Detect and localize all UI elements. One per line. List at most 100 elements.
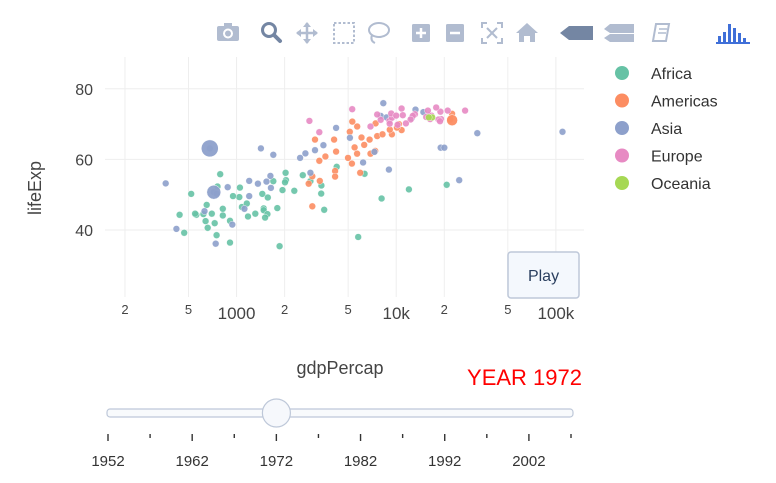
hover-closest-icon[interactable]: Show closest data on hover: [560, 26, 593, 40]
data-point-asia: [558, 128, 567, 136]
data-point-asia: [379, 99, 387, 107]
play-button[interactable]: Play: [507, 251, 580, 299]
data-point-africa: [276, 242, 284, 250]
data-point-asia: [245, 192, 253, 200]
edit-chart-icon[interactable]: Edit in Chart Studio: [651, 23, 671, 42]
data-point-asia: [240, 205, 249, 213]
camera-icon[interactable]: Download plot as a png: [217, 23, 239, 41]
data-point-americas: [360, 141, 368, 149]
slider-ticks: [107, 434, 572, 441]
data-point-africa: [405, 185, 413, 194]
play-button-label: Play: [528, 268, 559, 285]
zoom-icon[interactable]: Zoom: [261, 22, 282, 43]
data-point-europe: [402, 119, 410, 128]
data-point-europe: [305, 117, 314, 125]
data-point-americas: [378, 130, 387, 138]
legend-marker: [615, 148, 629, 163]
y-tick-label: 40: [75, 223, 93, 240]
data-point-africa: [191, 210, 199, 218]
data-point-asia: [296, 154, 304, 162]
reset-axes-icon[interactable]: Reset axes: [516, 23, 538, 42]
box-select-icon[interactable]: Box Select: [333, 22, 355, 44]
data-point-asia: [346, 134, 354, 142]
data-point-africa: [236, 184, 244, 192]
data-point-africa: [290, 187, 298, 195]
data-point-africa: [244, 212, 252, 221]
legend-marker: [615, 121, 629, 135]
data-point-europe: [432, 103, 440, 112]
data-point-africa: [282, 169, 290, 177]
data-point-africa: [273, 204, 281, 212]
zoom-in-icon[interactable]: Zoom in: [412, 24, 430, 42]
data-point-large-asia: [206, 184, 222, 200]
data-point-asia: [262, 178, 271, 186]
data-point-asia: [473, 129, 481, 137]
data-point-africa: [213, 231, 221, 239]
data-point-americas: [344, 154, 352, 162]
data-point-asia: [172, 225, 181, 233]
data-point-europe: [315, 128, 323, 136]
data-point-americas: [353, 122, 361, 131]
data-point-asia: [266, 172, 275, 180]
data-point-asia: [212, 240, 220, 248]
x-tick-label: 1000: [218, 304, 256, 323]
data-point-asia: [306, 169, 315, 177]
data-point-oceania: [425, 113, 433, 122]
data-point-asia: [385, 166, 393, 174]
legend-item-oceania[interactable]: Oceania: [615, 176, 711, 193]
x-axis-title: gdpPercap: [296, 358, 383, 378]
slider-label: 1952: [91, 453, 124, 470]
pan-icon[interactable]: Pan: [296, 22, 318, 44]
slider-tick-labels: 1952 1962 1972 1982 1992 2002: [91, 453, 545, 470]
plotly-logo-icon[interactable]: Produced with Plotly: [716, 24, 750, 44]
data-point-africa: [320, 206, 328, 214]
data-point-asia: [245, 177, 253, 185]
data-point-africa: [317, 190, 325, 198]
zoom-out-icon[interactable]: Zoom out: [446, 24, 464, 42]
data-point-europe: [424, 106, 432, 115]
x-tick-label: 5: [185, 302, 192, 317]
data-point-large-americas: [446, 114, 458, 126]
data-point-americas: [315, 157, 323, 165]
legend-item-africa[interactable]: Africa: [615, 66, 692, 83]
data-point-americas: [357, 133, 366, 142]
data-point-africa: [208, 210, 216, 218]
data-point-africa: [204, 224, 212, 232]
hover-compare-icon[interactable]: Compare data on hover: [604, 24, 634, 42]
data-point-africa: [180, 229, 188, 237]
data-point-asia: [228, 221, 236, 229]
x-tick-label: 2: [441, 302, 448, 317]
data-point-americas: [321, 152, 330, 161]
data-point-americas: [356, 169, 364, 177]
data-point-africa: [378, 194, 386, 203]
data-point-asia: [269, 151, 277, 159]
legend-item-europe[interactable]: Europe: [615, 148, 703, 166]
legend-item-americas[interactable]: Americas: [615, 93, 718, 111]
data-point-africa: [216, 170, 224, 178]
data-point-africa: [229, 192, 237, 200]
data-point-africa: [354, 233, 362, 241]
x-tick-label: 100k: [537, 304, 574, 323]
data-point-africa: [235, 193, 243, 201]
data-point-europe: [366, 122, 375, 131]
data-point-large-asia: [201, 139, 219, 158]
year-slider[interactable]: 1952 1962 1972 1982 1992 2002: [91, 398, 574, 470]
y-tick-label: 80: [75, 82, 93, 99]
x-tick-label: 2: [121, 302, 128, 317]
slider-rail[interactable]: [106, 408, 574, 418]
data-point-europe: [394, 121, 402, 129]
data-point-europe: [407, 115, 415, 124]
data-point-americas: [353, 150, 361, 158]
data-point-europe: [386, 120, 394, 128]
autoscale-icon[interactable]: Autoscale: [481, 22, 503, 44]
data-point-americas: [305, 180, 313, 188]
data-point-asia: [254, 180, 262, 188]
data-point-americas: [366, 136, 374, 144]
plot-area[interactable]: 2 5 1000 2 5 10k 2 5 100k 40 60 80: [75, 57, 584, 323]
legend-item-asia[interactable]: Asia: [615, 121, 682, 138]
lasso-select-icon[interactable]: Lasso Select: [368, 22, 390, 44]
x-tick-labels: 2 5 1000 2 5 10k 2 5 100k: [121, 302, 574, 323]
slider-handle[interactable]: [261, 398, 291, 428]
legend-label: Oceania: [651, 176, 711, 193]
